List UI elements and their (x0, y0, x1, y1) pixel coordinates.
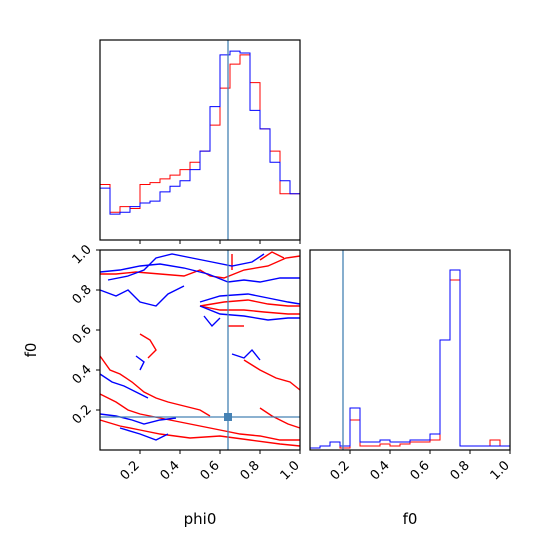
contour-blue-line (231, 348, 261, 361)
contour-blue-line (99, 413, 177, 425)
histogram-f0-blue-series (309, 269, 510, 450)
histogram-phi0-blue-series (99, 50, 300, 240)
contour-blue-line (99, 373, 149, 399)
contour-red-line (199, 299, 300, 307)
x-tick-label-f0: 0.6 (408, 458, 433, 483)
x-tick-label-f0: 0.4 (368, 458, 393, 483)
y-tick-label-f0: 0.4 (70, 362, 95, 387)
histogram-phi0-panel (99, 39, 301, 244)
contour-red-line (139, 333, 157, 359)
contour-red-line (259, 407, 301, 429)
contour-phi0-f0-panel: 0.2 0.4 0.6 0.8 1.0 0.2 0.4 0.6 0.8 1.0 (70, 242, 303, 483)
contour-blue-line (107, 253, 265, 281)
contour-blue-line (199, 293, 301, 305)
histogram-f0-frame (309, 249, 511, 451)
y-tick-label-f0: 1.0 (70, 242, 95, 267)
contour-blue-line (119, 427, 169, 441)
y-tick-label-f0: 0.8 (70, 282, 95, 307)
contour-red-line (99, 419, 301, 447)
x-tick-label-f0: 1.0 (488, 458, 513, 483)
x-tick-label-f0: 0.2 (328, 458, 353, 483)
x-axis-label-phi0: phi0 (184, 510, 217, 528)
x-axis-label-f0: f0 (403, 510, 418, 528)
x-tick-label-phi0: 0.8 (238, 458, 263, 483)
contour-red-line (99, 355, 211, 417)
contour-red-line (199, 305, 300, 315)
contour-red-line (259, 251, 285, 261)
x-tick-label-phi0: 0.4 (158, 458, 183, 483)
x-tick-label-f0: 0.8 (448, 458, 473, 483)
contour-blue-line (203, 315, 221, 328)
x-tick-label-phi0: 0.2 (118, 458, 143, 483)
contour-blue-line (135, 355, 145, 371)
x-tick-label-phi0: 1.0 (278, 458, 303, 483)
contour-blue-line (199, 305, 300, 321)
contour-blue-line (99, 263, 300, 283)
histogram-f0-red-series (309, 279, 510, 450)
truth-marker (224, 413, 232, 421)
contour-red-line (243, 359, 301, 391)
histogram-f0-panel: 0.2 0.4 0.6 0.8 1.0 (309, 249, 513, 483)
y-tick-label-f0: 0.6 (70, 322, 95, 347)
y-tick-label-f0: 0.2 (70, 402, 95, 427)
contour-red-line (99, 393, 300, 441)
histogram-phi0-frame (99, 39, 301, 241)
y-axis-label-f0: f0 (22, 343, 40, 358)
contour-panel-frame (99, 249, 301, 451)
x-tick-label-phi0: 0.6 (198, 458, 223, 483)
contour-blue-line (99, 285, 185, 307)
